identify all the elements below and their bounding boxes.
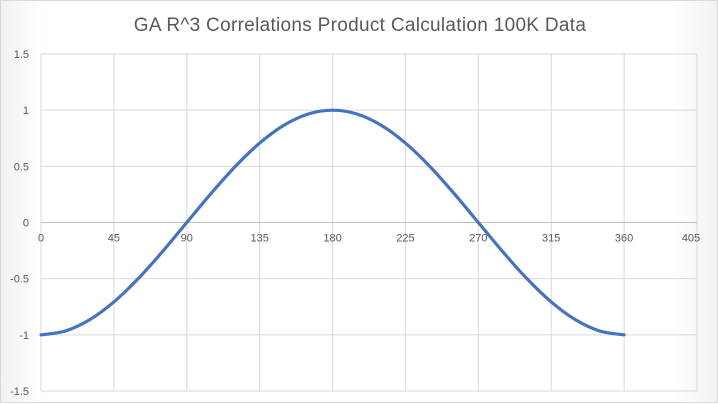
chart-title: GA R^3 Correlations Product Calculation … — [133, 15, 587, 36]
y-tick-label: -1 — [19, 330, 29, 342]
y-tick-label: 0.5 — [14, 161, 29, 173]
x-tick-label: 180 — [323, 233, 341, 245]
y-tick-label: 0 — [23, 218, 29, 230]
y-tick-label: 1 — [23, 105, 29, 117]
y-tick-label: -0.5 — [10, 274, 29, 286]
x-tick-label: 405 — [682, 233, 700, 245]
x-tick-label: 225 — [396, 233, 414, 245]
y-tick-label: -1.5 — [10, 386, 29, 398]
series-line — [39, 108, 626, 337]
x-tick-label: 270 — [469, 233, 487, 245]
x-tick-label: 135 — [250, 233, 268, 245]
y-tick-label: 1.5 — [14, 49, 29, 61]
x-tick-label: 45 — [108, 233, 120, 245]
x-tick-label: 360 — [615, 233, 633, 245]
x-tick-label: 90 — [181, 233, 193, 245]
x-tick-label: 315 — [542, 233, 560, 245]
x-tick-label: 0 — [38, 233, 44, 245]
